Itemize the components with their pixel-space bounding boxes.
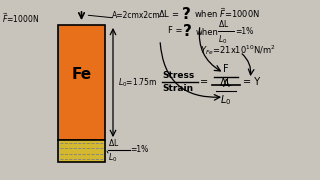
Text: $\Delta$L: $\Delta$L: [108, 137, 119, 148]
Text: $\Delta$L: $\Delta$L: [218, 18, 229, 29]
Text: =: =: [200, 77, 208, 87]
Text: Stress: Stress: [162, 71, 194, 80]
Text: $L_0$: $L_0$: [218, 33, 228, 46]
Text: Fe: Fe: [71, 67, 92, 82]
Text: $\Delta$L: $\Delta$L: [219, 76, 233, 88]
Text: =1%: =1%: [235, 26, 253, 35]
Bar: [58, 140, 105, 162]
Text: $L_0$: $L_0$: [108, 152, 117, 165]
Text: $L_0$: $L_0$: [220, 93, 232, 107]
Text: F: F: [223, 64, 229, 74]
Text: $Y_{Fe}$=21x10$^{10}$N/m$^2$: $Y_{Fe}$=21x10$^{10}$N/m$^2$: [200, 43, 276, 57]
Text: A: A: [223, 79, 229, 89]
Text: when $\vec{F}$=1000N: when $\vec{F}$=1000N: [194, 6, 260, 20]
Text: F =: F =: [168, 26, 185, 35]
Text: ?: ?: [182, 6, 191, 21]
Text: =1%: =1%: [130, 145, 148, 154]
Text: $\vec{F}$=1000N: $\vec{F}$=1000N: [2, 11, 39, 25]
Text: ?: ?: [183, 24, 192, 39]
Text: $\Delta$L =: $\Delta$L =: [158, 8, 180, 19]
Text: A=2cmx2cm: A=2cmx2cm: [112, 10, 161, 19]
Bar: [58, 25, 105, 140]
Text: Strain: Strain: [162, 84, 193, 93]
Text: when: when: [196, 28, 219, 37]
Text: = Y: = Y: [243, 77, 260, 87]
Text: $L_0$=1.75m: $L_0$=1.75m: [118, 76, 157, 89]
